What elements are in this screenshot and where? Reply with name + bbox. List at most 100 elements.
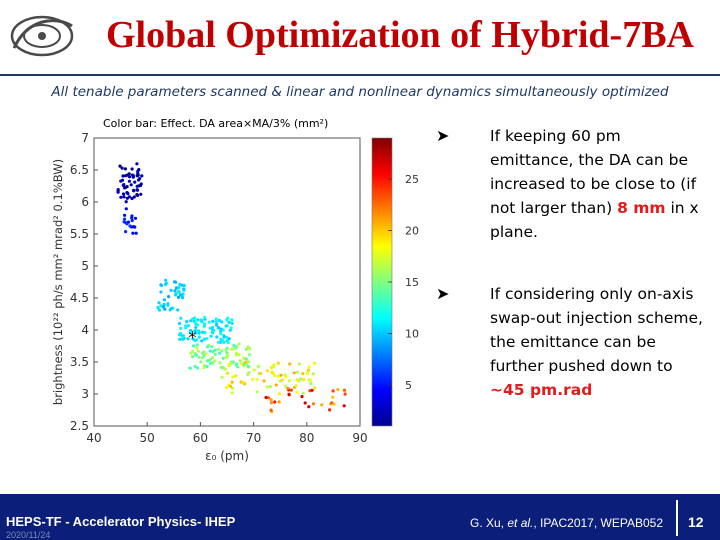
data-point [177,321,182,326]
data-point [288,362,292,366]
data-point [202,324,206,328]
data-point [134,231,138,235]
data-point [127,179,131,183]
data-point [230,321,234,325]
data-point [311,402,316,406]
data-point [188,366,192,370]
data-point [328,408,332,412]
data-point [302,377,306,382]
data-point [196,318,200,322]
data-point [132,195,136,199]
x-tick-label: 40 [86,431,101,445]
page-subtitle: All tenable parameters scanned & linear … [51,84,669,100]
data-point [225,356,229,360]
x-tick-label: 50 [140,431,155,445]
x-tick-label: 60 [193,431,208,445]
title-divider [0,74,720,76]
data-point [214,320,218,324]
bullet-highlight: 8 mm [617,199,666,217]
data-point [268,385,272,389]
y-tick-label: 7 [81,131,89,145]
data-point [130,218,134,223]
data-point [199,318,203,322]
data-point [219,337,223,341]
data-point [242,356,246,360]
data-point [234,374,238,378]
data-point [156,305,160,310]
data-point [231,375,235,379]
data-point [252,368,256,372]
data-point [211,356,215,360]
data-point [208,349,212,353]
data-point [217,340,221,344]
data-point [310,388,314,392]
y-tick-label: 3 [81,387,89,401]
data-point [177,290,181,294]
data-point [194,325,198,329]
colorbar-label: Color bar: Effect. DA area×MA/3% (mm²) [103,117,328,130]
data-point [197,335,201,339]
y-tick-label: 6.5 [70,163,89,177]
data-point [211,325,215,330]
data-point [181,337,185,341]
data-point [133,225,137,229]
data-point [300,395,304,399]
data-point [284,375,288,379]
data-point [248,353,252,357]
data-point [301,391,305,396]
footer-bar [0,494,720,540]
data-point [295,370,299,374]
data-point [193,329,197,333]
data-point [231,386,235,390]
data-point [226,340,230,345]
data-point [186,324,190,328]
data-point [272,365,276,369]
data-point [214,317,218,321]
data-point [276,361,280,365]
footer-citation: G. Xu, et al., IPAC2017, WEPAB052 [470,516,663,530]
data-point [197,329,201,333]
data-point [247,346,252,350]
data-point [277,400,281,404]
data-point [274,383,278,387]
data-point [189,319,193,323]
y-tick-label: 2.5 [70,419,89,433]
data-point [193,364,197,368]
data-point [204,352,208,356]
data-point [166,302,170,306]
data-point [240,362,244,366]
data-point [220,320,224,324]
data-point [273,400,277,404]
colorbar-tick-label: 5 [405,379,412,392]
data-point [305,371,309,375]
data-point [218,351,222,355]
data-point [195,366,200,370]
data-point [311,372,315,376]
data-point [169,288,173,292]
data-point [287,393,291,397]
data-point [195,323,200,327]
data-point [199,360,203,364]
data-point [209,361,213,365]
data-point [123,213,127,217]
data-point [190,355,195,359]
y-axis-label: brightness (10²² ph/s mm² mrad² 0.1%BW) [51,159,65,405]
data-point [130,216,134,220]
data-point [215,322,219,326]
data-point [211,319,215,323]
data-point [203,330,207,335]
data-point [295,390,299,394]
data-point [224,324,228,328]
data-point [163,307,167,311]
data-point [133,180,137,184]
data-point [128,175,132,179]
data-point [159,304,163,308]
data-point [219,329,223,333]
data-point [270,370,274,374]
data-point [273,374,277,378]
data-point [139,192,143,196]
data-point [234,353,238,357]
y-tick-label: 3.5 [70,355,89,369]
bullet-highlight: ~45 pm.rad [490,381,593,399]
data-point [280,378,284,382]
